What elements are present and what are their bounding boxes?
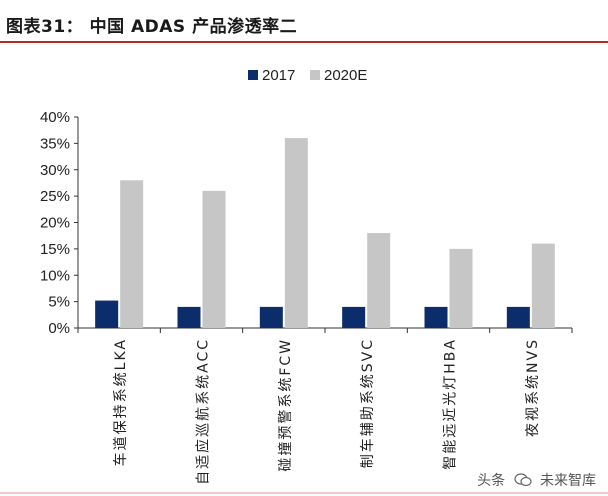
bar-2020e-5	[531, 243, 555, 328]
legend-swatch-2020e	[310, 70, 320, 80]
figure-title: 图表31： 中国 ADAS 产品渗透率二	[6, 17, 298, 37]
bar-2017-2	[259, 306, 283, 328]
bar-2020e-1	[202, 190, 226, 328]
legend-label-2020e: 2020E	[324, 67, 367, 84]
y-tick-label: 35%	[40, 135, 70, 152]
bar-2017-3	[342, 306, 366, 328]
bar-2020e-2	[284, 138, 308, 328]
y-tick-label: 25%	[40, 188, 70, 205]
bottom-divider	[0, 492, 608, 494]
legend-swatch-2017	[248, 70, 258, 80]
bar-2020e-3	[367, 233, 391, 328]
bar-2017-0	[95, 300, 119, 328]
x-category-label: 夜视系统NVS	[525, 338, 541, 437]
bar-2020e-4	[449, 248, 473, 328]
header-divider	[0, 41, 608, 43]
y-tick-label: 20%	[40, 215, 70, 232]
bar-2020e-0	[120, 180, 144, 328]
figure-header: 图表31： 中国 ADAS 产品渗透率二	[0, 0, 608, 44]
y-tick-label: 30%	[40, 162, 70, 179]
watermark-text-left: 头条	[477, 473, 506, 489]
watermark: 头条 未来智库	[477, 470, 596, 490]
x-category-label: 制车辅助系统SVC	[359, 338, 376, 468]
bar-2017-4	[424, 306, 448, 328]
x-category-label: 碰撞预警系统FCW	[278, 338, 294, 472]
wechat-like-icon	[513, 473, 532, 487]
watermark-text-right: 未来智库	[540, 473, 596, 489]
y-tick-label: 5%	[48, 294, 70, 311]
bar-2017-5	[506, 306, 530, 328]
x-category-label: 车道保持系统LKA	[112, 338, 129, 466]
x-category-label: 智能远近光灯HBA	[443, 338, 459, 470]
y-tick-label: 40%	[40, 109, 70, 126]
x-category-label: 自适应巡航系统ACC	[195, 338, 212, 485]
y-tick-label: 10%	[40, 267, 70, 284]
bar-2017-1	[177, 306, 201, 328]
y-tick-label: 15%	[40, 241, 70, 258]
y-tick-label: 0%	[48, 320, 70, 337]
legend-label-2017: 2017	[262, 67, 295, 84]
